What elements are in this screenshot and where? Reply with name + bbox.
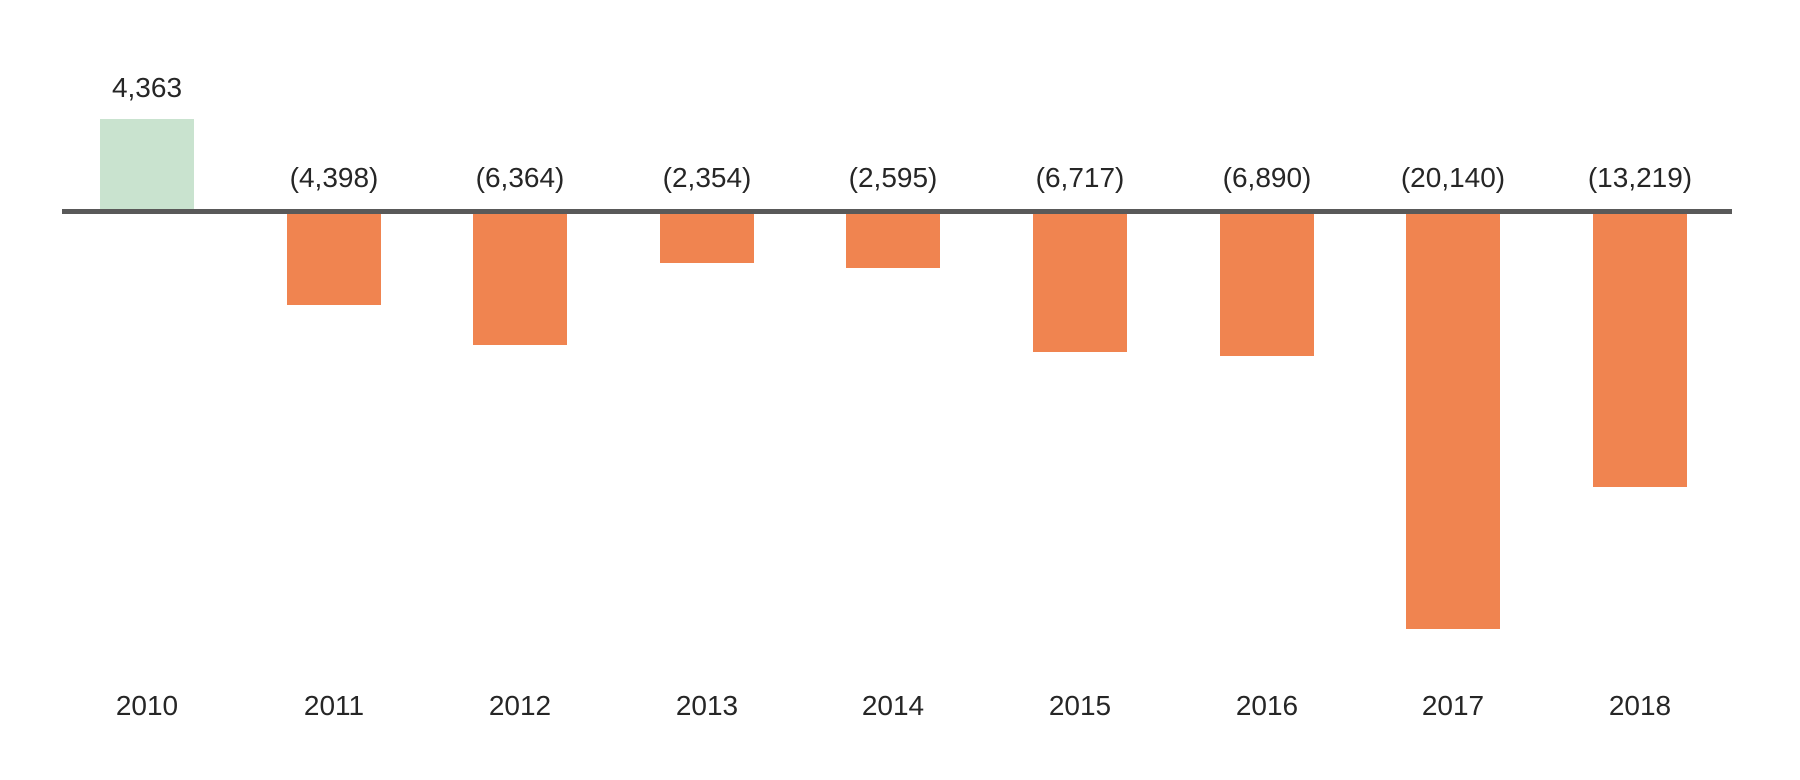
category-label-2011: 2011	[303, 690, 365, 721]
bar-2012	[473, 214, 567, 345]
value-label-2015: (6,717)	[1035, 162, 1125, 193]
value-label-2012: (6,364)	[475, 162, 565, 193]
value-label-2018: (13,219)	[1587, 162, 1693, 193]
x-axis-line	[62, 209, 1732, 214]
value-label-2013: (2,354)	[662, 162, 752, 193]
category-label-2013: 2013	[675, 690, 739, 721]
bar-2015	[1033, 214, 1127, 352]
category-label-2017: 2017	[1421, 690, 1485, 721]
value-label-2011: (4,398)	[289, 162, 379, 193]
bar-2016	[1220, 214, 1314, 356]
bar-2013	[660, 214, 754, 263]
bar-2017	[1406, 214, 1500, 629]
category-label-2012: 2012	[488, 690, 552, 721]
bar-2011	[287, 214, 381, 305]
value-label-2017: (20,140)	[1400, 162, 1506, 193]
bar-2014	[846, 214, 940, 268]
value-label-2014: (2,595)	[848, 162, 938, 193]
value-label-2010: 4,363	[111, 72, 183, 103]
bar-2018	[1593, 214, 1687, 487]
bar-2010	[100, 119, 194, 209]
category-label-2018: 2018	[1608, 690, 1672, 721]
category-label-2015: 2015	[1048, 690, 1112, 721]
category-label-2016: 2016	[1235, 690, 1299, 721]
category-label-2014: 2014	[861, 690, 925, 721]
category-label-2010: 2010	[115, 690, 179, 721]
value-label-2016: (6,890)	[1222, 162, 1312, 193]
